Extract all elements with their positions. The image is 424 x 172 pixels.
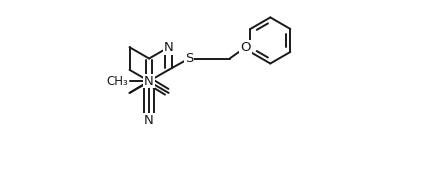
- Text: N: N: [144, 114, 154, 127]
- Text: N: N: [144, 75, 154, 88]
- Text: CH₃: CH₃: [107, 75, 128, 88]
- Text: O: O: [240, 41, 251, 54]
- Text: N: N: [164, 41, 173, 54]
- Text: S: S: [185, 52, 193, 65]
